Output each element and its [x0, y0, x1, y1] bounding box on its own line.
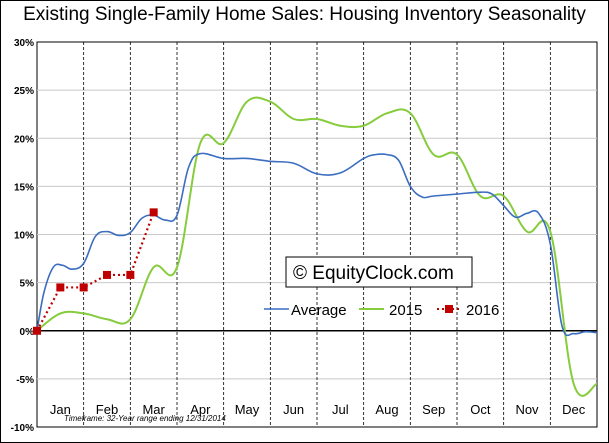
y-tick-labels: 30% 25% 20% 15% 10% 5% 0% -5% -10%	[11, 38, 34, 434]
x-tick-label: Oct	[470, 402, 491, 417]
legend: Average 2015 2016	[264, 302, 499, 319]
x-tick-label: Dec	[562, 402, 586, 417]
series-markers	[33, 208, 158, 335]
data-point-2016	[149, 208, 158, 217]
y-tick-label: 15%	[14, 182, 34, 193]
y-tick-label: -10%	[11, 423, 34, 434]
series-lines	[36, 96, 598, 397]
series-line-average	[36, 152, 598, 337]
x-tick-label: Jun	[283, 402, 304, 417]
data-point-2016	[56, 283, 65, 292]
legend-label-2016: 2016	[466, 302, 499, 319]
x-tick-label: Apr	[190, 402, 211, 417]
x-tick-label: Jan	[50, 402, 71, 417]
x-tick-label: Aug	[375, 402, 398, 417]
data-point-2016	[79, 283, 88, 292]
watermark: © EquityClock.com	[285, 256, 473, 288]
y-tick-label: 5%	[20, 279, 35, 290]
series-line-2015	[36, 96, 598, 397]
y-tick-label: 20%	[14, 134, 34, 145]
y-tick-label: 10%	[14, 231, 34, 242]
x-tick-label: Feb	[96, 402, 118, 417]
timeframe-note: Timeframe: 32-Year range ending 12/31/20…	[64, 414, 226, 423]
x-tick-label: May	[235, 402, 260, 417]
y-tick-label: -5%	[16, 375, 34, 386]
chart-title: Existing Single-Family Home Sales: Housi…	[23, 4, 586, 25]
x-tick-label: Jul	[332, 402, 349, 417]
series-line-2016	[36, 211, 155, 332]
watermark-text: © EquityClock.com	[293, 263, 454, 284]
y-tick-label: 30%	[14, 38, 34, 49]
x-tick-label: Mar	[142, 402, 165, 417]
watermark-box	[285, 256, 473, 288]
data-point-2016	[126, 270, 135, 279]
y-tick-label: 0%	[20, 327, 35, 338]
x-tick-label: Sep	[422, 402, 445, 417]
legend-label-2015: 2015	[389, 302, 422, 319]
grid-lines	[37, 42, 597, 427]
legend-marker-2016	[445, 305, 453, 313]
data-point-2016	[33, 326, 41, 335]
legend-label-average: Average	[291, 302, 347, 319]
x-tick-labels: Jan Feb Mar Apr May Jun Jul Aug Sep Oct Nov Dec	[50, 402, 586, 417]
y-tick-label: 25%	[14, 86, 34, 97]
x-tick-label: Nov	[515, 402, 539, 417]
data-point-2016	[103, 270, 111, 279]
